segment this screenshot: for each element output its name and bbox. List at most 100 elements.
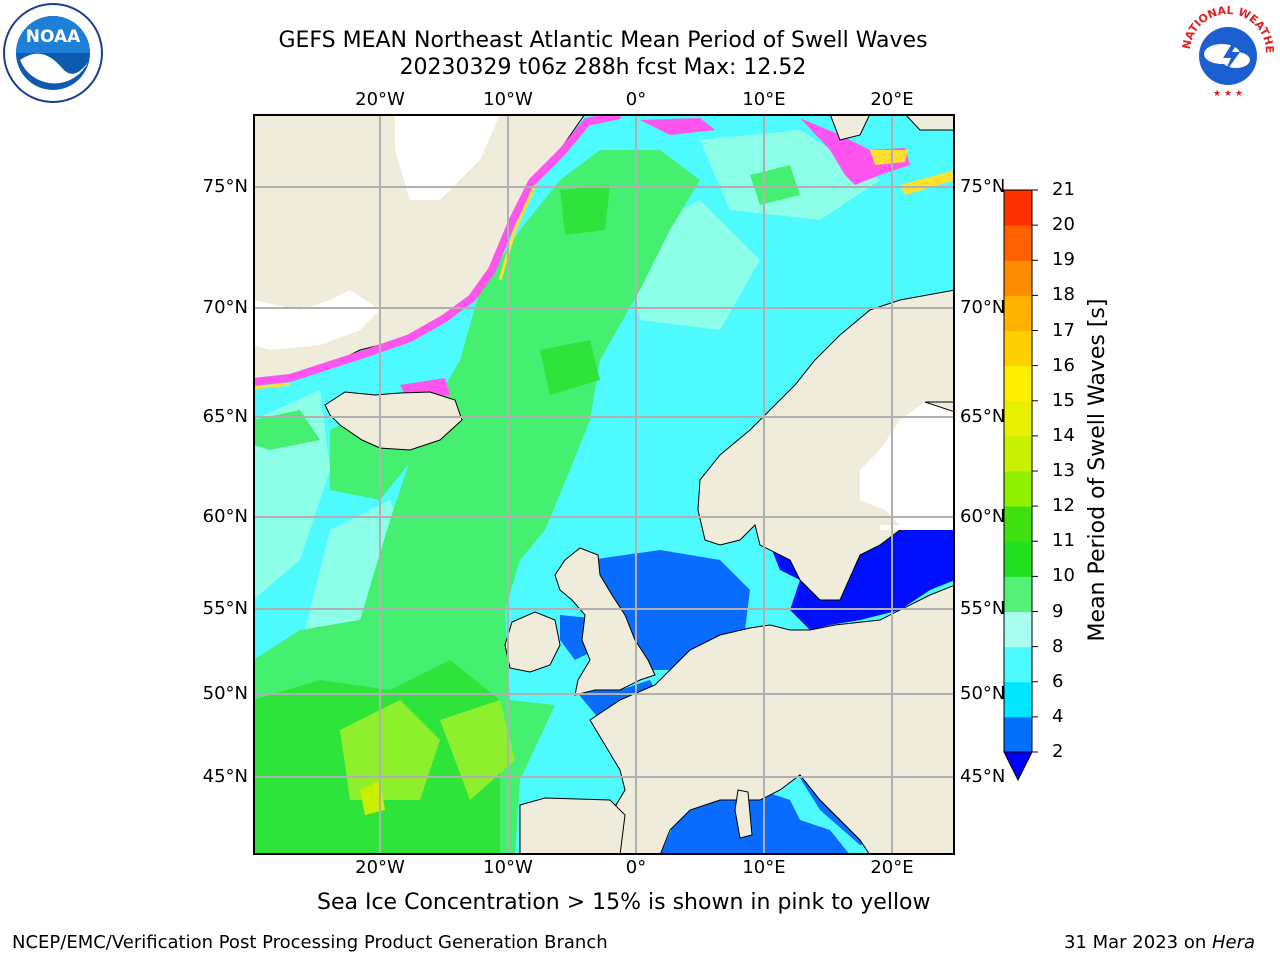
colorbar-tick-label: 21	[1052, 179, 1075, 200]
colorbar-tick-label: 8	[1052, 635, 1064, 657]
svg-text:★ ★ ★: ★ ★ ★	[1213, 89, 1243, 99]
svalbard-land	[829, 114, 871, 141]
greenland-ice	[253, 290, 380, 350]
finland-land	[924, 401, 955, 413]
lon-label-bottom: 10°W	[483, 857, 533, 878]
lat-label-right: 70°N	[960, 297, 1006, 318]
colorbar-band	[1004, 225, 1032, 261]
colorbar-tick-label: 13	[1052, 460, 1075, 481]
lat-label-right: 55°N	[960, 598, 1006, 619]
nws-logo: NATIONAL WEATHER SERVICE ★ ★ ★	[1174, 0, 1278, 102]
colorbar-band	[1004, 400, 1032, 437]
scandinavia-land	[697, 289, 955, 601]
mediterranean-sea	[660, 790, 850, 855]
sea-ice-edge	[900, 170, 955, 195]
sea-ice-edge	[498, 184, 537, 281]
great-britain-land	[554, 547, 656, 696]
colorbar-band	[1004, 646, 1032, 683]
colorbar-tick-label: 16	[1052, 354, 1075, 376]
lat-label-left: 55°N	[202, 598, 248, 619]
chart-title: GEFS MEAN Northeast Atlantic Mean Period…	[278, 28, 928, 53]
colorbar-band	[1004, 260, 1032, 296]
colorbar-band	[1004, 190, 1032, 226]
map-frame	[253, 114, 955, 855]
lat-label-right: 75°N	[960, 176, 1006, 197]
run-date-text: 31 Mar 2023 on	[1064, 932, 1212, 953]
colorbar-tick-label: 15	[1052, 389, 1075, 411]
sea-ice-edge	[640, 118, 715, 135]
noaa-logo: NOAA	[2, 2, 104, 104]
colorbar-tick-label: 17	[1052, 319, 1075, 341]
colorbar-label: Mean Period of Swell Waves [s]	[1085, 298, 1110, 642]
colorbar-band	[1004, 365, 1032, 402]
colorbar-tick-label: 19	[1052, 249, 1075, 271]
sea-ice-edge	[400, 378, 450, 395]
lon-label-top: 10°W	[483, 89, 533, 110]
colorbar-band	[1004, 576, 1032, 612]
svalbard-land	[904, 114, 955, 131]
sea-ice-edge	[870, 150, 908, 165]
colorbar-band	[1004, 681, 1032, 718]
colorbar-tick-label: 4	[1052, 705, 1064, 727]
colorbar-extend-arrow	[1003, 751, 1033, 782]
run-date: 31 Mar 2023 on Hera	[1064, 932, 1255, 953]
colorbar-tick-label: 20	[1052, 214, 1075, 236]
ireland-land	[504, 611, 561, 673]
continental-europe-land	[589, 584, 955, 855]
ocean-green-region	[750, 165, 800, 205]
colorbar-band	[1004, 471, 1032, 507]
producer-credit: NCEP/EMC/Verification Post Processing Pr…	[12, 932, 608, 953]
map-panel	[253, 114, 955, 855]
colorbar-band	[1004, 435, 1032, 472]
colorbar-band	[1004, 716, 1032, 753]
ocean-darkgreen-region	[540, 340, 600, 395]
sea-ice-edge	[800, 118, 910, 185]
ocean-yellowgreen-region	[340, 700, 440, 800]
colorbar-tick-label: 11	[1052, 530, 1075, 552]
lat-label-right: 65°N	[960, 406, 1006, 427]
sea-ice-note: Sea Ice Concentration > 15% is shown in …	[317, 890, 931, 915]
colorbar-band	[1004, 541, 1032, 577]
chart-subtitle: 20230329 t06z 288h fcst Max: 12.52	[399, 55, 807, 80]
lat-label-left: 50°N	[202, 683, 248, 704]
lon-label-top: 0°	[625, 89, 647, 110]
sea-ice-edge	[253, 382, 291, 390]
ocean-darkgreen-region	[560, 185, 610, 235]
lon-label-bottom: 20°E	[870, 857, 914, 878]
colorbar-tick-label: 6	[1052, 670, 1064, 692]
lat-label-right: 45°N	[960, 766, 1006, 787]
colorbar-band	[1004, 611, 1032, 648]
ocean-green-region	[253, 410, 320, 450]
lon-label-top: 20°E	[870, 89, 914, 110]
greenland-ice	[395, 114, 500, 200]
lat-label-left: 45°N	[202, 766, 248, 787]
sea-ice-edge	[253, 114, 621, 386]
corsica-sardinia-land	[734, 789, 753, 839]
lon-label-top: 20°W	[355, 89, 405, 110]
ocean-yellowgreen-region	[360, 780, 385, 815]
colorbar	[1000, 186, 1040, 786]
lon-label-bottom: 0°	[625, 857, 647, 878]
lat-label-left: 65°N	[202, 406, 248, 427]
lat-label-right: 50°N	[960, 683, 1006, 704]
noaa-logo-text: NOAA	[26, 27, 81, 47]
colorbar-band	[1004, 295, 1032, 331]
machine-name: Hera	[1211, 932, 1256, 953]
lon-label-top: 10°E	[742, 89, 786, 110]
ocean-green-region	[253, 150, 700, 855]
gulf-of-bothnia	[880, 525, 955, 530]
colorbar-tick-label: 2	[1052, 741, 1064, 762]
lon-label-bottom: 20°W	[355, 857, 405, 878]
colorbar-band	[1004, 330, 1032, 367]
lat-label-left: 75°N	[202, 176, 248, 197]
lon-label-bottom: 10°E	[742, 857, 786, 878]
colorbar-band	[1004, 506, 1032, 542]
colorbar-tick-label: 9	[1052, 600, 1064, 622]
lat-label-left: 60°N	[202, 506, 248, 527]
colorbar-tick-label: 14	[1052, 424, 1075, 446]
lat-label-right: 60°N	[960, 506, 1006, 527]
colorbar-tick-label: 12	[1052, 495, 1075, 517]
colorbar-tick-label: 10	[1052, 565, 1075, 587]
lat-label-left: 70°N	[202, 297, 248, 318]
ocean-yellowgreen-region	[440, 700, 515, 800]
